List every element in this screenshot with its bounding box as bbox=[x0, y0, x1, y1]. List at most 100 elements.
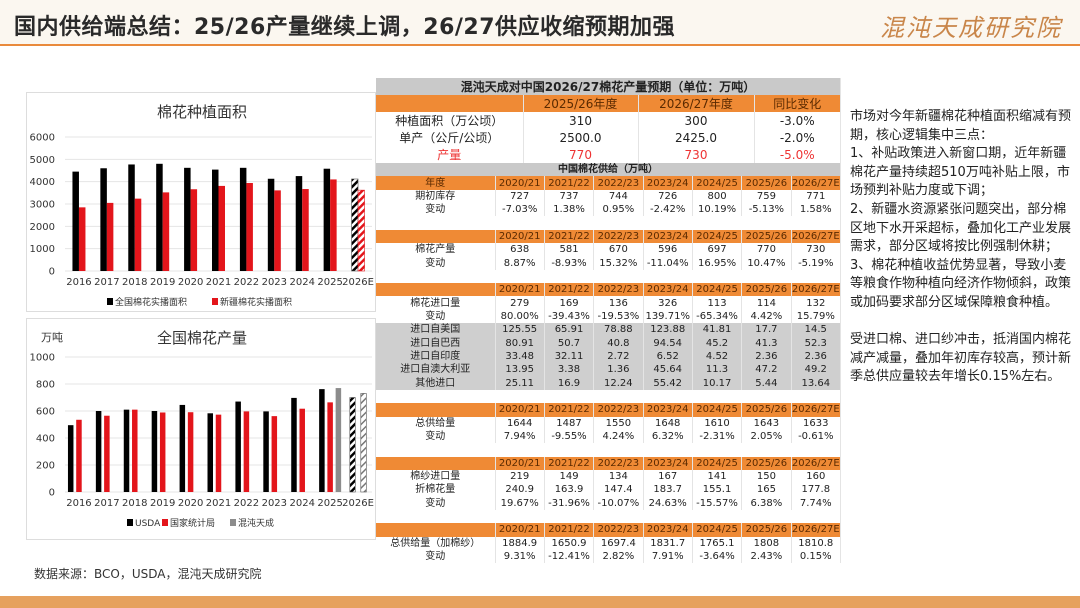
y-tick-label: 0 bbox=[49, 488, 55, 499]
cell: 581 bbox=[544, 243, 595, 257]
row-label: 变动 bbox=[376, 429, 496, 444]
chart-title: 全国棉花产量 bbox=[157, 329, 247, 347]
cell: 1610 bbox=[692, 416, 743, 430]
cell: 155.1 bbox=[692, 483, 743, 497]
x-tick-label: 2019 bbox=[150, 277, 175, 288]
table-row: 变动 7.94% -9.55% 4.24% 6.32% -2.31% 2.05% -0.61% bbox=[376, 429, 842, 444]
cell: 17.7 bbox=[741, 323, 792, 337]
table-row: 进口自印度 33.48 32.11 2.72 6.52 4.52 2.36 2.36 bbox=[376, 349, 842, 364]
cell: 300 bbox=[638, 112, 755, 129]
spacer-row bbox=[376, 269, 841, 284]
column-header: 2025/26 bbox=[741, 176, 792, 190]
column-header: 2021/22 bbox=[544, 403, 595, 417]
cell: 1487 bbox=[544, 416, 595, 430]
cell: 326 bbox=[643, 296, 693, 310]
cell: 49.2 bbox=[791, 363, 842, 377]
cell: 596 bbox=[643, 243, 693, 257]
cell: 132 bbox=[791, 296, 842, 310]
cell: 727 bbox=[495, 189, 545, 204]
year-header-row: 年度 2020/21 2021/22 2022/23 2023/24 2024/25 202… bbox=[376, 176, 842, 190]
cell: 219 bbox=[495, 469, 545, 484]
cell: 25.11 bbox=[495, 376, 545, 390]
header: 国内供给端总结：25/26产量继续上调，26/27供应收缩预期加强 混沌天成研究… bbox=[0, 0, 1080, 46]
row-label: 进口自印度 bbox=[376, 349, 496, 364]
logo: 混沌天成研究院 bbox=[880, 14, 1062, 42]
table-row: 单产（公斤/公顷） 2500.0 2425.0 -2.0% bbox=[376, 129, 841, 146]
bar bbox=[319, 389, 325, 492]
spacer-row bbox=[376, 509, 841, 524]
cell: 160 bbox=[791, 469, 842, 484]
cell: 2.05% bbox=[741, 429, 792, 444]
column-header: 2024/25 bbox=[692, 229, 743, 244]
bar bbox=[295, 176, 303, 271]
column-header: 2023/24 bbox=[643, 523, 693, 537]
cell: 183.7 bbox=[643, 483, 693, 497]
cell: 1.38% bbox=[544, 203, 595, 217]
cell: 167 bbox=[643, 469, 693, 484]
x-tick-label: 2022 bbox=[234, 277, 259, 288]
column-header: 2026/27E bbox=[791, 456, 842, 470]
chart-title: 棉花种植面积 bbox=[157, 103, 247, 121]
cell: 134 bbox=[593, 469, 644, 484]
cell: 744 bbox=[593, 189, 644, 204]
cell: 94.54 bbox=[643, 336, 693, 350]
cell: -5.13% bbox=[741, 203, 792, 217]
cell: 80.00% bbox=[495, 309, 545, 324]
row-label: 变动 bbox=[376, 203, 496, 217]
column-header: 2026/27年度 bbox=[638, 95, 755, 112]
cell: 139.71% bbox=[643, 309, 693, 324]
row-label: 产量 bbox=[376, 146, 524, 163]
bar bbox=[235, 401, 241, 492]
cell: 1.58% bbox=[791, 203, 842, 217]
cell: 45.64 bbox=[643, 363, 693, 377]
y-tick-label: 4000 bbox=[30, 177, 55, 188]
row-label: 总供给量 bbox=[376, 416, 496, 430]
row-label: 棉花产量 bbox=[376, 243, 496, 257]
table-row: 变动 8.87% -8.93% 15.32% -11.04% 16.95% 10.47% -5… bbox=[376, 256, 842, 270]
column-header bbox=[376, 283, 496, 297]
cell: -65.34% bbox=[692, 309, 743, 324]
bar bbox=[323, 168, 331, 271]
row-label: 变动 bbox=[376, 496, 496, 510]
column-header: 2023/24 bbox=[643, 176, 693, 190]
commentary-paragraph: 3、棉花种植收益优势显著，导致小麦等粮食作物种植向经济作物倾斜，政策或加码要求部… bbox=[850, 257, 1072, 310]
x-tick-label: 2018 bbox=[122, 277, 147, 288]
cell: -3.64% bbox=[692, 549, 743, 564]
commentary-paragraph: 1、补贴政策进入新窗口期，近年新疆棉花产量持续超510万吨补贴上限，市场预判补贴… bbox=[850, 146, 1070, 199]
cell: 1550 bbox=[593, 416, 644, 430]
x-tick-label: 2019 bbox=[150, 498, 175, 509]
year-header-row: 2020/21 2021/22 2022/23 2023/24 2024/25 2025/… bbox=[376, 403, 842, 417]
column-header: 2025/26 bbox=[741, 523, 792, 537]
cell: 125.55 bbox=[495, 323, 545, 337]
column-header: 2020/21 bbox=[495, 176, 545, 190]
cell: -31.96% bbox=[544, 496, 595, 510]
cell: 163.9 bbox=[544, 483, 595, 497]
row-label: 期初库存 bbox=[376, 189, 496, 204]
table-row: 进口自美国 125.55 65.91 78.88 123.88 41.81 17.7 14.5 bbox=[376, 323, 842, 337]
column-header bbox=[376, 403, 496, 417]
cell: 24.63% bbox=[643, 496, 693, 510]
cell: 2.43% bbox=[741, 549, 792, 564]
cell: 1765.1 bbox=[692, 536, 743, 550]
cell: 7.94% bbox=[495, 429, 545, 444]
bar bbox=[291, 397, 297, 492]
cell: 15.79% bbox=[791, 309, 842, 324]
cell: 800 bbox=[692, 189, 743, 204]
cell: 2.36 bbox=[741, 349, 792, 364]
bar bbox=[239, 167, 247, 271]
bar bbox=[100, 168, 107, 271]
cell: 12.24 bbox=[593, 376, 644, 390]
cell: 1648 bbox=[643, 416, 693, 430]
column-header: 2026/27E bbox=[791, 176, 842, 190]
cell: 11.3 bbox=[692, 363, 743, 377]
cell: -9.55% bbox=[544, 429, 595, 444]
y-tick-label: 1000 bbox=[30, 353, 55, 364]
x-tick-label: 2026E bbox=[342, 277, 374, 288]
forecast-header-row: 2025/26年度 2026/27年度 同比变化 bbox=[376, 95, 841, 112]
x-tick-label: 2017 bbox=[94, 277, 119, 288]
cell: -15.57% bbox=[692, 496, 743, 510]
bar bbox=[95, 411, 102, 492]
y-tick-label: 1000 bbox=[30, 244, 55, 255]
cell: 13.95 bbox=[495, 363, 545, 377]
table-row: 总供给量 1644 1487 1550 1648 1610 1643 1633 bbox=[376, 416, 842, 430]
